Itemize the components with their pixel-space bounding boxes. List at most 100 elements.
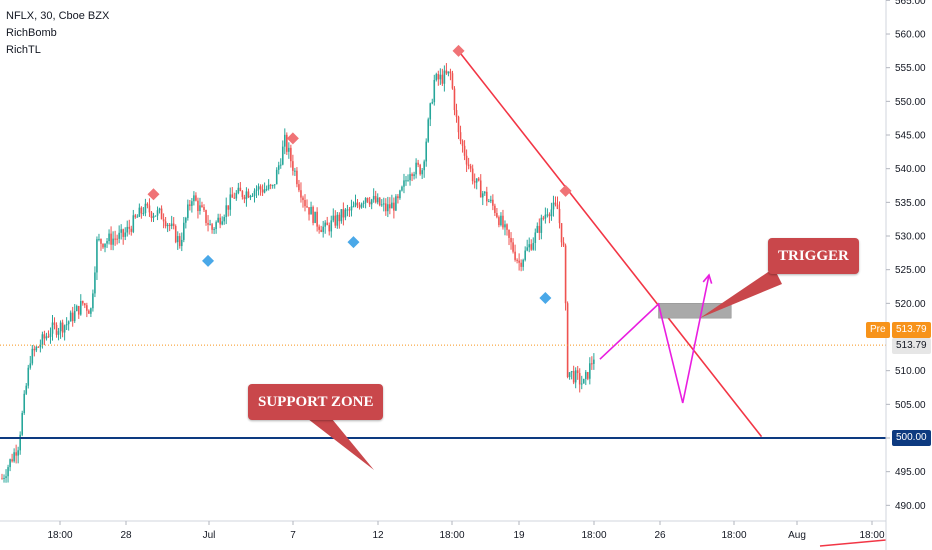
swing-high-marker — [286, 132, 299, 145]
candle-body — [316, 211, 318, 227]
candle-body — [421, 170, 423, 175]
candle-body — [67, 321, 70, 325]
candle-body — [235, 193, 238, 199]
candle-body — [237, 187, 240, 194]
candle-body — [130, 228, 133, 232]
candle-body — [358, 205, 361, 208]
resistance-trendline — [457, 50, 763, 438]
candle-body — [259, 186, 262, 190]
trigger-callout[interactable]: TRIGGER — [768, 238, 859, 274]
candle-body — [116, 238, 118, 240]
candle-body — [376, 197, 379, 203]
candle-body — [96, 239, 98, 273]
candle-body — [500, 215, 502, 226]
candle-body — [391, 202, 393, 209]
pre-price-label: 513.79 — [892, 322, 931, 338]
candle-body — [330, 220, 333, 232]
candle-body — [160, 208, 163, 220]
candle-body — [247, 191, 250, 198]
candle-body — [106, 241, 108, 244]
candle-body — [298, 184, 300, 191]
candle-body — [152, 216, 155, 218]
candle-body — [534, 232, 537, 243]
candle-body — [411, 174, 413, 177]
candle-body — [79, 300, 82, 315]
support-zone-callout[interactable]: SUPPORT ZONE — [248, 384, 384, 420]
candle-body — [471, 168, 474, 182]
candle-body — [479, 180, 482, 198]
candle-body — [43, 334, 46, 339]
candle-body — [211, 224, 213, 230]
time-tick-label: 18:00 — [581, 530, 606, 541]
candle-body — [578, 373, 581, 385]
candle-body — [570, 371, 573, 373]
swing-low-marker — [539, 291, 552, 304]
candle-body — [110, 233, 112, 245]
candle-body — [75, 306, 78, 312]
candle-body — [409, 174, 411, 181]
candle-body — [526, 247, 528, 251]
candle-body — [589, 363, 591, 379]
candle-body — [459, 132, 462, 141]
candle-body — [82, 300, 84, 304]
symbol-title[interactable]: NFLX, 30, Cboe BZX — [6, 10, 110, 22]
candle-body — [306, 206, 308, 208]
candle-body — [1, 478, 3, 480]
candle-body — [387, 204, 389, 212]
price-tick-label: 535.00 — [895, 198, 926, 209]
candle-body — [108, 233, 110, 242]
candle-body — [168, 224, 171, 227]
candle-body — [562, 242, 565, 246]
candle-body — [63, 325, 66, 333]
candle-body — [296, 170, 298, 185]
candle-body — [445, 70, 448, 74]
candle-body — [518, 260, 520, 263]
candle-body — [465, 155, 468, 165]
candle-body — [490, 199, 492, 202]
candle-body — [348, 209, 351, 211]
candle-body — [249, 195, 252, 198]
candle-body — [263, 189, 266, 193]
candle-body — [140, 207, 143, 214]
candle-body — [223, 217, 225, 222]
candle-body — [174, 226, 177, 243]
candle-body — [512, 242, 514, 252]
indicator-richtl-label[interactable]: RichTL — [6, 44, 41, 56]
candle-body — [566, 303, 569, 378]
time-tick-label: 18:00 — [859, 530, 884, 541]
time-tick-label: 18:00 — [721, 530, 746, 541]
candle-body — [560, 223, 563, 243]
candle-body — [467, 164, 470, 166]
candle-body — [104, 243, 106, 248]
price-tick-label: 550.00 — [895, 97, 926, 108]
indicator-richbomb-label[interactable]: RichBomb — [6, 27, 57, 39]
candle-body — [185, 217, 187, 223]
candle-body — [201, 205, 203, 208]
candle-body — [86, 305, 88, 311]
candle-body — [425, 141, 427, 162]
candle-body — [261, 189, 264, 193]
candle-body — [19, 434, 21, 451]
candle-body — [548, 214, 551, 217]
candle-body — [172, 223, 175, 227]
candle-body — [429, 103, 432, 120]
price-axis[interactable]: 490.00495.00500.00505.00510.00515.00520.… — [885, 0, 926, 550]
candle-body — [346, 209, 349, 211]
price-tick-label: 520.00 — [895, 299, 926, 310]
candle-body — [370, 199, 373, 205]
candle-body — [150, 212, 153, 218]
candle-body — [510, 237, 512, 243]
candle-body — [506, 224, 508, 230]
candle-body — [449, 71, 452, 74]
candle-body — [496, 213, 498, 218]
candle-body — [516, 259, 518, 261]
time-axis[interactable]: 18:00 28 Jul 7 12 18:00 19 18:00 26 18:00 Aug 18:00 — [0, 520, 886, 541]
candle-body — [286, 134, 288, 152]
candle-body — [219, 217, 221, 225]
candle-body — [457, 116, 460, 133]
pre-market-tag: Pre — [866, 322, 890, 338]
swing-high-marker — [147, 188, 160, 201]
trigger-zone-box — [658, 303, 732, 319]
candle-body — [128, 226, 131, 229]
